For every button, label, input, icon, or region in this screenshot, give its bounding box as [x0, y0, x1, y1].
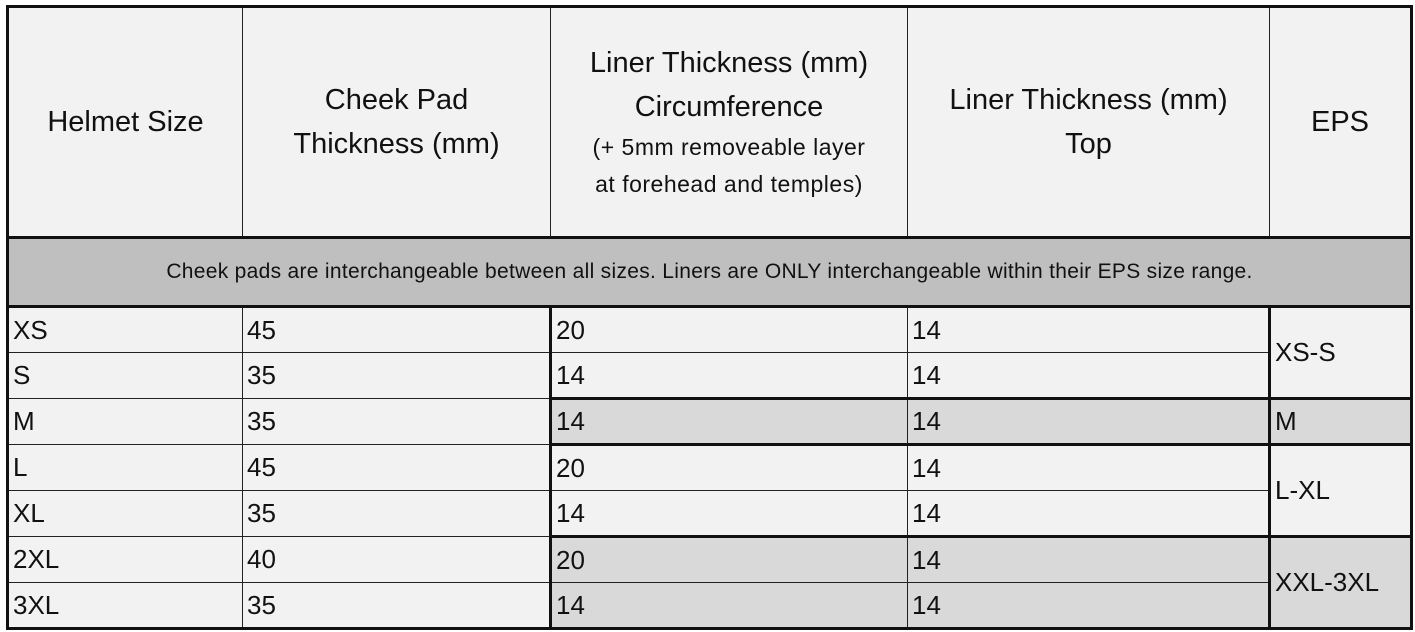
- cell-eps: XS-S: [1268, 306, 1413, 399]
- cell-top: 14: [907, 535, 1270, 583]
- cell-cheek: 45: [242, 306, 551, 353]
- interchangeability-note: Cheek pads are interchangeable between a…: [6, 236, 1413, 308]
- cell-circ: 14: [549, 490, 908, 537]
- table-row: M 35 14 14 M: [6, 397, 1413, 445]
- banner-row: Cheek pads are interchangeable between a…: [6, 236, 1413, 308]
- helmet-size-table: Helmet Size Cheek Pad Thickness (mm) Line…: [6, 5, 1413, 630]
- header-text: Thickness (mm): [293, 128, 500, 160]
- cell-cheek: 40: [242, 536, 551, 583]
- header-note: (+ 5mm removeable layer: [592, 134, 866, 160]
- header-eps: EPS: [1269, 5, 1413, 239]
- header-text: Liner Thickness (mm): [949, 84, 1228, 116]
- cell-cheek: 35: [242, 352, 551, 399]
- cell-circ: 20: [549, 443, 908, 491]
- header-text: Liner Thickness (mm): [589, 47, 869, 79]
- cell-top: 14: [907, 582, 1270, 630]
- cell-top: 14: [907, 397, 1270, 445]
- header-note: at forehead and temples): [595, 171, 863, 197]
- cell-top: 14: [907, 443, 1270, 491]
- header-text: Circumference: [634, 91, 824, 123]
- cell-eps: XXL-3XL: [1268, 535, 1413, 630]
- cell-circ: 20: [549, 306, 908, 353]
- header-text: Helmet Size: [47, 106, 204, 138]
- cell-size: M: [6, 398, 243, 445]
- table-row: XL 35 14 14: [6, 490, 1412, 537]
- cell-eps: M: [1268, 397, 1413, 445]
- cell-size: 3XL: [6, 582, 243, 630]
- cell-size: S: [6, 352, 243, 399]
- table-row: 2XL 40 20 14 XXL-3XL: [6, 535, 1413, 630]
- cell-top: 14: [907, 352, 1270, 399]
- cell-size: L: [6, 444, 243, 491]
- header-row: Helmet Size Cheek Pad Thickness (mm) Line…: [6, 5, 1413, 239]
- cell-size: XL: [6, 490, 243, 537]
- cell-cheek: 35: [242, 490, 551, 537]
- cell-size: 2XL: [6, 536, 243, 583]
- cell-top: 14: [907, 306, 1270, 353]
- header-helmet-size: Helmet Size: [6, 5, 243, 239]
- table-row: S 35 14 14: [6, 352, 1412, 399]
- cell-circ: 14: [549, 352, 908, 399]
- header-text: Cheek Pad: [324, 84, 469, 116]
- header-liner-circumference: Liner Thickness (mm) Circumference (+ 5m…: [550, 5, 908, 239]
- cell-cheek: 35: [242, 582, 551, 630]
- header-text: EPS: [1310, 106, 1370, 138]
- cell-circ: 14: [549, 582, 908, 630]
- table-row: 3XL 35 14 14: [6, 582, 1412, 630]
- cell-eps: L-XL: [1268, 443, 1413, 537]
- cell-size: XS: [6, 306, 243, 353]
- cell-circ: 20: [549, 535, 908, 583]
- header-cheek-pad: Cheek Pad Thickness (mm): [242, 5, 551, 239]
- cell-cheek: 45: [242, 444, 551, 491]
- header-liner-top: Liner Thickness (mm) Top: [907, 5, 1270, 239]
- header-text: Top: [1065, 128, 1112, 160]
- cell-circ: 14: [549, 397, 908, 445]
- cell-cheek: 35: [242, 398, 551, 445]
- table-row: L 45 20 14 L-XL: [6, 443, 1413, 537]
- table-row: XS 45 20 14 XS-S: [6, 306, 1413, 399]
- cell-top: 14: [907, 490, 1270, 537]
